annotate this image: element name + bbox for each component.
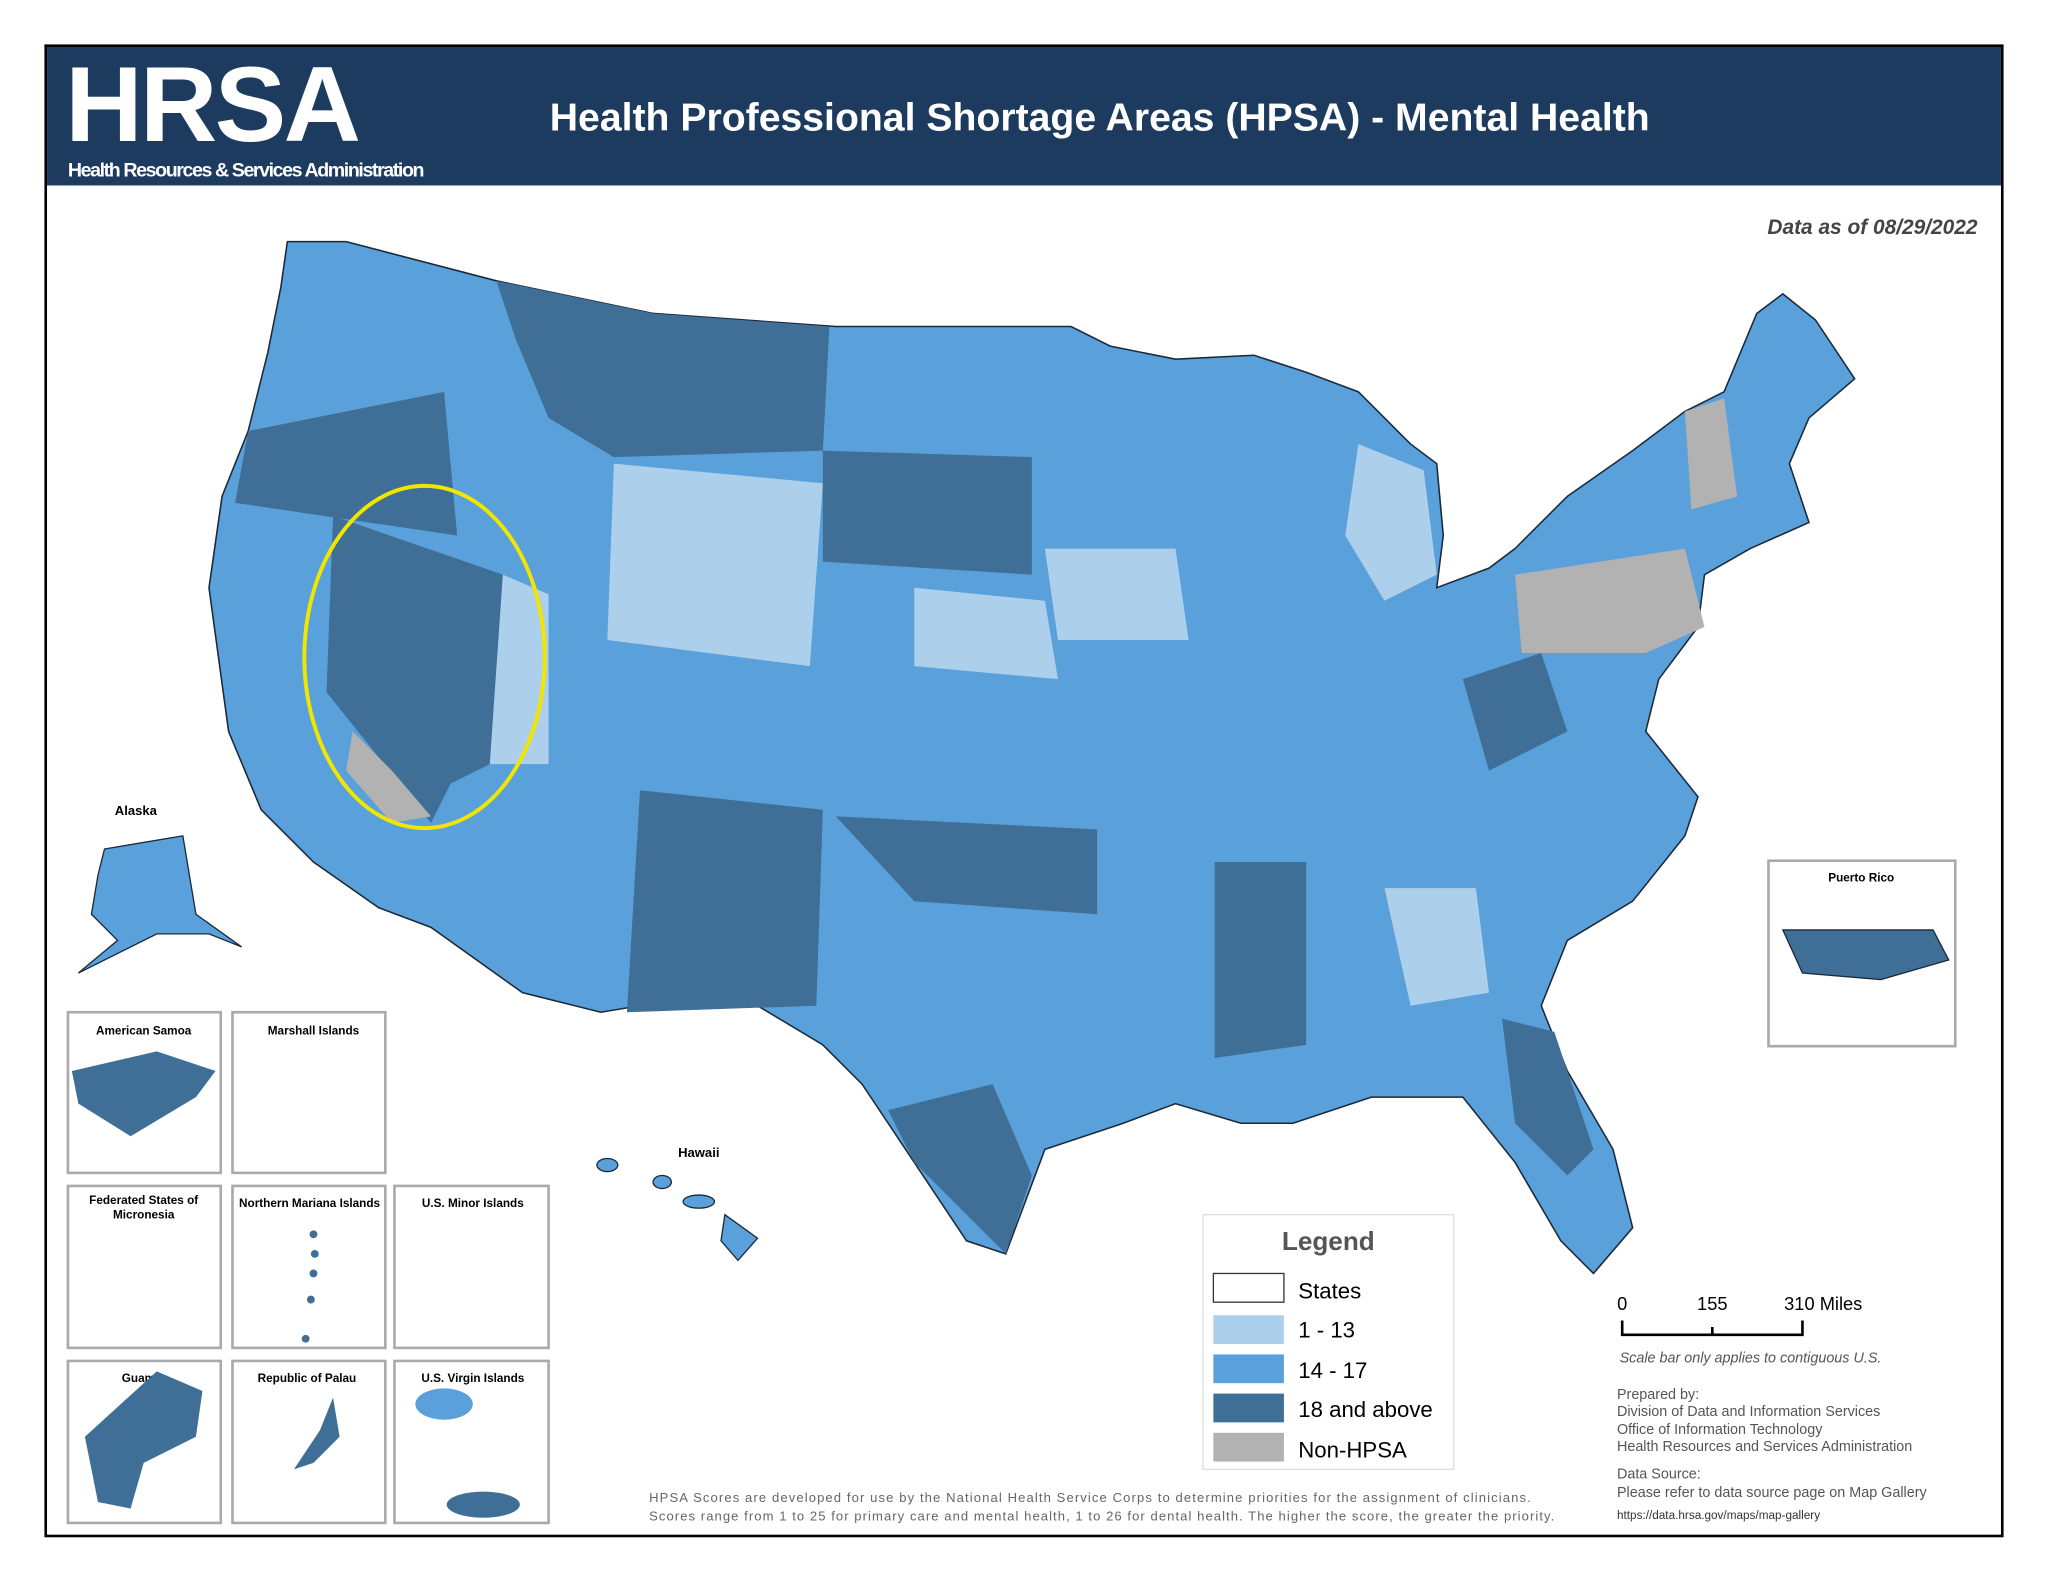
scale-tick-0: 0 [1617, 1293, 1627, 1314]
nevada-highlight-ellipse [302, 483, 547, 831]
region-dark-montana [496, 280, 830, 458]
legend-label-non-hpsa: Non-HPSA [1298, 1438, 1407, 1463]
credits-source-text: Please refer to data source page on Map … [1617, 1485, 1928, 1501]
hrsa-logo: HRSA [65, 44, 358, 164]
palau-label: Republic of Palau [258, 1372, 357, 1385]
region-dark-newmexico [626, 790, 823, 1013]
region-light-wyoming [607, 463, 823, 667]
credits-line3: Health Resources and Services Administra… [1617, 1439, 1912, 1455]
region-light-iowa [1044, 548, 1189, 640]
legend: Legend States 1 - 13 14 - 17 18 and abov… [1202, 1214, 1455, 1471]
region-dark-westvirginia [1462, 653, 1568, 771]
scale-bar: 0 155 310 Miles Scale bar only applies t… [1617, 1293, 1881, 1366]
micronesia-label-line2: Micronesia [113, 1209, 175, 1222]
legend-title: Legend [1282, 1226, 1375, 1256]
scale-tick-155: 155 [1697, 1293, 1727, 1314]
hrsa-logo-subtitle: Health Resources & Services Administrati… [68, 159, 425, 181]
legend-label-18-above: 18 and above [1298, 1397, 1432, 1422]
region-dark-nevada [326, 515, 503, 823]
hawaii-label: Hawaii [678, 1145, 719, 1160]
legend-label-14-17: 14 - 17 [1298, 1358, 1367, 1383]
territory-insets: American Samoa Marshall Islands Federate… [66, 1010, 550, 1525]
alaska-label: Alaska [115, 803, 158, 818]
scale-tick-310: 310 Miles [1784, 1293, 1862, 1314]
legend-swatch-18-above [1213, 1393, 1284, 1423]
northern-mariana-label: Northern Mariana Islands [239, 1197, 380, 1210]
data-date: Data as of 08/29/2022 [1767, 216, 1977, 239]
footnote-line2: Scores range from 1 to 25 for primary ca… [649, 1508, 1554, 1523]
region-dark-mississippi [1214, 862, 1307, 1058]
legend-label-states: States [1298, 1278, 1361, 1303]
region-dark-oklahoma [835, 816, 1098, 915]
credits-source-label: Data Source: [1617, 1467, 1701, 1483]
region-gray-california [346, 731, 432, 823]
credits: Prepared by: Division of Data and Inform… [1617, 1387, 1928, 1522]
contiguous-us-map [208, 240, 1856, 1275]
header-bar [47, 47, 2001, 186]
american-samoa-label: American Samoa [96, 1024, 192, 1037]
legend-swatch-14-17 [1213, 1354, 1284, 1384]
hawaii-map [596, 1157, 759, 1262]
legend-label-1-13: 1 - 13 [1298, 1317, 1355, 1342]
legend-swatch-states [1212, 1272, 1285, 1303]
puerto-rico-map [1781, 929, 1950, 981]
region-dark-oregon [235, 391, 458, 536]
region-light-georgia [1384, 888, 1489, 1006]
alaska-map [77, 835, 243, 974]
region-dark-florida [1502, 1018, 1594, 1176]
puerto-rico-label: Puerto Rico [1828, 872, 1894, 885]
region-light-utah-border [489, 574, 549, 765]
page-title: Health Professional Shortage Areas (HPSA… [550, 97, 1650, 140]
region-light-nebraska [914, 587, 1058, 680]
credits-line2: Office of Information Technology [1617, 1422, 1823, 1438]
region-dark-dakotas [822, 450, 1032, 575]
legend-swatch-non-hpsa [1213, 1432, 1284, 1462]
region-gray-northeast [1515, 548, 1705, 654]
legend-swatch-1-13 [1213, 1315, 1284, 1344]
micronesia-label: Federated States of [89, 1194, 198, 1207]
credits-line1: Division of Data and Information Service… [1617, 1404, 1880, 1420]
footnote-line1: HPSA Scores are developed for use by the… [649, 1490, 1531, 1505]
scale-note: Scale bar only applies to contiguous U.S… [1620, 1350, 1882, 1366]
virgin-islands-label: U.S. Virgin Islands [421, 1372, 524, 1385]
credits-prepared-by: Prepared by: [1617, 1387, 1699, 1403]
us-minor-islands-label: U.S. Minor Islands [422, 1197, 524, 1210]
credits-url: https://data.hrsa.gov/maps/map-gallery [1617, 1509, 1820, 1522]
region-light-michigan [1345, 444, 1437, 601]
region-dark-texas [888, 1084, 1032, 1254]
region-gray-newengland [1684, 398, 1738, 510]
marshall-islands-label: Marshall Islands [268, 1024, 360, 1037]
